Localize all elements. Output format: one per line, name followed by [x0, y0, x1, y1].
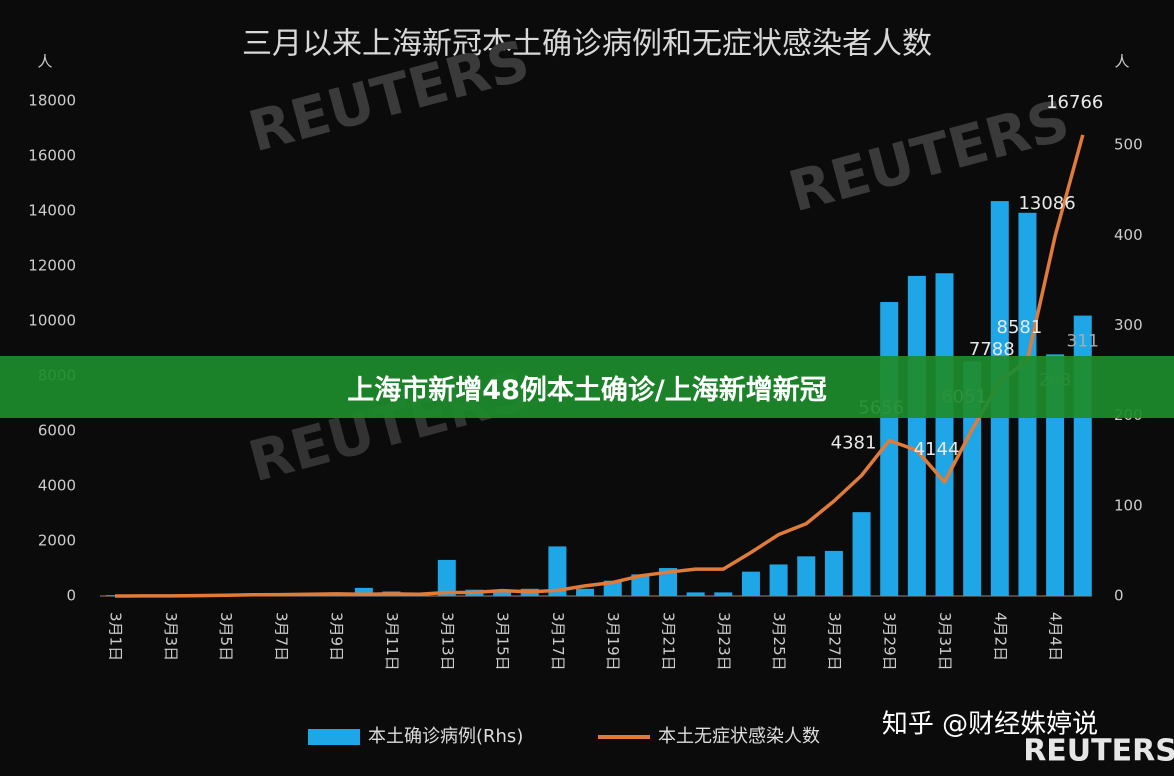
chart-title: 三月以来上海新冠本土确诊病例和无症状感染者人数 — [242, 27, 932, 62]
y-tick-label: 14000 — [28, 202, 76, 220]
x-tick-label: 3月29日 — [881, 612, 899, 671]
legend-label: 本土无症状感染人数 — [658, 726, 820, 747]
x-tick-label: 3月11日 — [383, 612, 401, 671]
x-tick-label: 3月5日 — [217, 612, 235, 661]
logo: REUTERS — [1023, 734, 1174, 769]
bar — [686, 592, 705, 596]
bar — [824, 550, 843, 596]
y-tick-label: 12000 — [28, 257, 76, 275]
y2-tick-label: 500 — [1114, 136, 1143, 154]
bar — [631, 574, 650, 596]
line — [114, 134, 1085, 598]
y-tick-label: 2000 — [38, 532, 76, 550]
data-label: 4381 — [831, 433, 877, 454]
data-label: 13086 — [1018, 193, 1075, 214]
x-tick-label: 3月25日 — [770, 612, 788, 671]
x-tick-label: 3月15日 — [494, 612, 512, 671]
x-tick-label: 3月21日 — [660, 612, 678, 671]
x-tick-label: 3月1日 — [107, 612, 125, 661]
bar — [714, 592, 733, 596]
y-tick-label: 6000 — [38, 422, 76, 440]
x-tick-label: 3月13日 — [438, 612, 456, 671]
y-tick-label: 4000 — [38, 477, 76, 495]
y2-tick-label: 400 — [1114, 226, 1143, 244]
y2-tick-label: 300 — [1114, 316, 1143, 334]
y-axis-unit: 人 — [37, 53, 52, 71]
y2-tick-label: 0 — [1114, 587, 1124, 605]
y2-tick-label: 100 — [1114, 496, 1143, 514]
y-tick-label: 18000 — [28, 92, 76, 110]
x-tick-label: 3月27日 — [825, 612, 843, 671]
bar — [548, 546, 567, 596]
bar — [741, 571, 760, 596]
x-tick-label: 3月31日 — [936, 612, 954, 671]
x-tick-label: 3月19日 — [604, 612, 622, 671]
x-tick-label: 3月17日 — [549, 612, 567, 671]
legend-swatch — [308, 729, 360, 745]
bar — [437, 559, 456, 596]
data-label: 7788 — [969, 339, 1015, 360]
data-label: 311 — [1067, 332, 1099, 352]
data-label: 4144 — [914, 439, 960, 460]
banner: 上海市新增48例本土确诊/上海新增新冠 — [0, 356, 1174, 418]
bar — [797, 556, 816, 596]
data-label: 8581 — [997, 317, 1043, 338]
bar — [935, 273, 954, 596]
y-tick-label: 10000 — [28, 312, 76, 330]
x-tick-label: 3月23日 — [715, 612, 733, 671]
x-tick-label: 3月7日 — [272, 612, 290, 661]
bar — [852, 512, 871, 596]
x-tick-label: 4月4日 — [1047, 612, 1065, 661]
watermark: 知乎 @财经姝婷说 — [882, 710, 1098, 740]
x-tick-label: 3月3日 — [162, 612, 180, 661]
x-tick-label: 3月9日 — [328, 612, 346, 661]
data-label: 16766 — [1046, 92, 1103, 113]
y-tick-label: 16000 — [28, 147, 76, 165]
bar — [493, 591, 512, 596]
bar — [907, 275, 926, 596]
legend-label: 本土确诊病例(Rhs) — [368, 726, 523, 747]
bar — [769, 564, 788, 596]
bar — [576, 588, 595, 596]
y2-axis-unit: 人 — [1114, 53, 1129, 71]
x-tick-label: 4月2日 — [991, 612, 1009, 661]
y-tick-label: 0 — [66, 587, 76, 605]
bar — [354, 587, 373, 596]
bar — [659, 568, 677, 596]
